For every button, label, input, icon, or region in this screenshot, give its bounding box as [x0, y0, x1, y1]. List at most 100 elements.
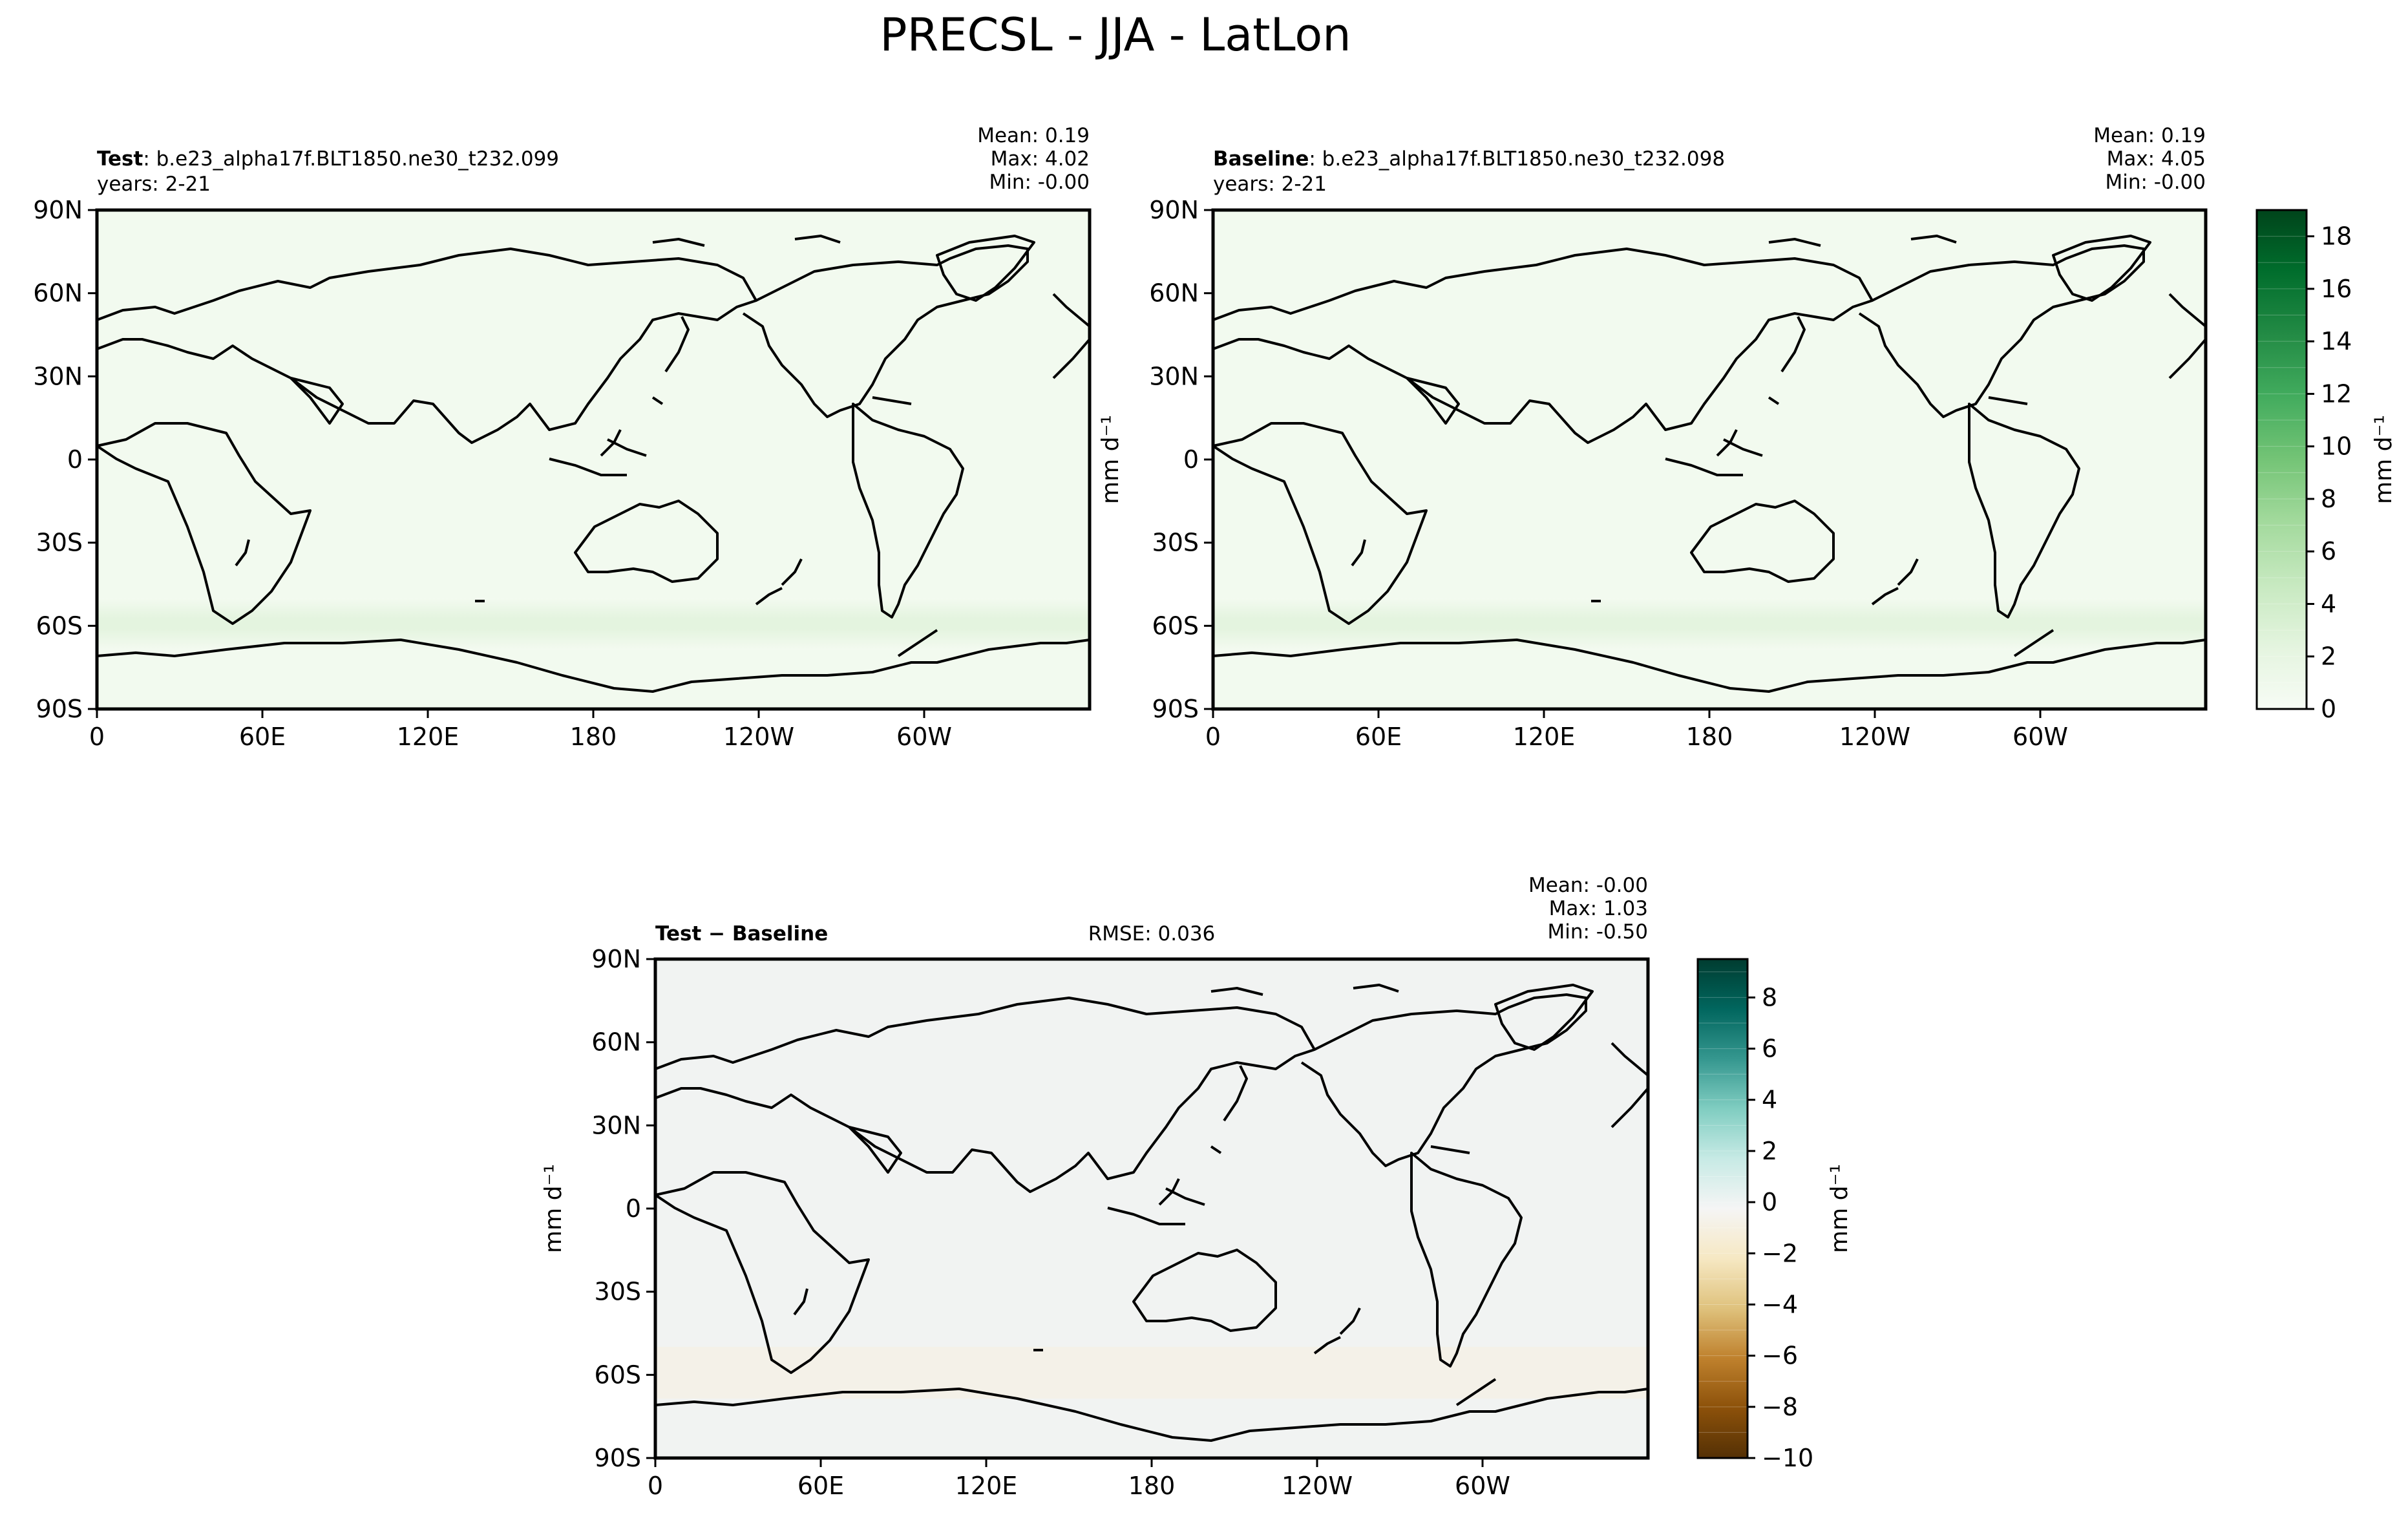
diff-x-tick-label: 60E	[797, 1472, 844, 1500]
test-panel	[95, 208, 1092, 711]
baseline-x-tick-label: 60W	[2012, 723, 2068, 751]
baseline-y-tick-label: 90S	[1152, 695, 1199, 723]
test-title: Test: b.e23_alpha17f.BLT1850.ne30_t232.0…	[97, 147, 559, 171]
baseline-y-tick-label: 30N	[1149, 362, 1199, 390]
diff-colorbar-tick-label: −2	[1762, 1239, 1798, 1267]
precip-colorbar-label: mm d⁻¹	[2371, 415, 2397, 504]
diff-colorbar-tick-label: 4	[1762, 1086, 1777, 1114]
diff-colorbar-tick-label: 2	[1762, 1137, 1777, 1165]
diff-colorbar: 8 6 4 2 0 −2 −4 −6 −8 −10 mm d⁻¹	[1696, 958, 1853, 1472]
precip-colorbar-tick-label: 6	[2321, 537, 2336, 565]
baseline-x-tick-label: 120E	[1513, 723, 1576, 751]
diff-x-tick-label: 180	[1128, 1472, 1176, 1500]
test-x-tick-label: 60E	[239, 723, 286, 751]
diff-y-tick-label: 60S	[595, 1360, 641, 1389]
precip-colorbar-tick-label: 0	[2321, 695, 2336, 723]
diff-title: Test − Baseline	[655, 922, 828, 946]
test-y-ticks: 90N 60N 30N 0 30S 60S 90S	[33, 196, 97, 723]
baseline-x-tick-label: 0	[1205, 723, 1221, 751]
diff-rmse: RMSE: 0.036	[1088, 922, 1216, 946]
diff-colorbar-tick-label: −8	[1762, 1393, 1798, 1421]
test-x-tick-label: 120E	[397, 723, 459, 751]
diff-x-tick-label: 60W	[1455, 1472, 1510, 1500]
test-y-tick-label: 60S	[36, 611, 83, 640]
diff-colorbar-ticks: 8 6 4 2 0 −2 −4 −6 −8 −10	[1748, 983, 1813, 1472]
baseline-title: Baseline: b.e23_alpha17f.BLT1850.ne30_t2…	[1213, 147, 1725, 171]
diff-coastlines	[654, 984, 1649, 1442]
diff-y-tick-label: 90S	[595, 1444, 641, 1472]
baseline-x-ticks: 0 60E 120E 180 120W 60W	[1205, 709, 2068, 751]
diff-stat-max: Max: 1.03	[1549, 897, 1648, 920]
diff-colorbar-tick-label: 8	[1762, 983, 1777, 1011]
test-x-tick-label: 60W	[896, 723, 952, 751]
diff-x-tick-label: 120E	[955, 1472, 1018, 1500]
precip-colorbar: 0 2 4 6 8 10 12 14 16 18 mm d⁻¹	[2255, 209, 2397, 723]
diff-y-tick-label: 30S	[595, 1278, 641, 1306]
baseline-stat-mean: Mean: 0.19	[2093, 124, 2206, 147]
diff-colorbar-tick-label: −6	[1762, 1342, 1798, 1370]
diff-y-tick-label: 90N	[591, 945, 641, 973]
test-y-tick-label: 60N	[33, 279, 83, 308]
diff-colorbar-label: mm d⁻¹	[1826, 1164, 1853, 1253]
test-map-southern-band	[97, 598, 1090, 650]
test-x-tick-label: 0	[89, 723, 105, 751]
precip-colorbar-ticks: 0 2 4 6 8 10 12 14 16 18	[2307, 222, 2352, 723]
baseline-coastlines-shape	[1212, 235, 2207, 693]
baseline-stat-max: Max: 4.05	[2107, 147, 2206, 171]
baseline-title-rest: : b.e23_alpha17f.BLT1850.ne30_t232.098	[1309, 147, 1725, 171]
test-y-tick-label: 30S	[36, 529, 83, 557]
diff-colorbar-tick-label: −4	[1762, 1290, 1798, 1318]
baseline-y-tick-label: 30S	[1152, 529, 1199, 557]
baseline-map-southern-band	[1213, 598, 2206, 650]
diff-x-ticks: 0 60E 120E 180 120W 60W	[648, 1458, 1510, 1500]
test-y-tick-label: 90S	[36, 695, 83, 723]
diff-map-southern-band	[655, 1347, 1648, 1399]
diff-y-tick-label: 0	[626, 1194, 641, 1223]
precip-colorbar-tick-label: 10	[2321, 432, 2352, 461]
precip-colorbar-tick-label: 12	[2321, 379, 2352, 408]
test-y-tick-label: 90N	[33, 196, 83, 224]
diff-colorbar-tick-label: 0	[1762, 1188, 1777, 1216]
precip-colorbar-bands	[2257, 236, 2307, 683]
precip-colorbar-tick-label: 8	[2321, 485, 2336, 513]
test-subtitle: years: 2-21	[97, 173, 211, 196]
figure-title: PRECSL - JJA - LatLon	[880, 8, 1351, 61]
diff-x-tick-label: 120W	[1282, 1472, 1353, 1500]
test-x-ticks: 0 60E 120E 180 120W 60W	[89, 709, 952, 751]
diff-y-tick-label: 30N	[591, 1111, 641, 1139]
diff-stat-mean: Mean: -0.00	[1528, 874, 1648, 897]
precip-colorbar-fill	[2257, 210, 2307, 709]
baseline-panel-ylabel: mm d⁻¹	[1097, 415, 1124, 504]
precip-colorbar-tick-label: 18	[2321, 222, 2352, 251]
baseline-stat-min: Min: -0.00	[2105, 171, 2206, 194]
test-x-tick-label: 180	[570, 723, 617, 751]
diff-colorbar-frame	[1696, 958, 1749, 1459]
test-coastlines	[96, 235, 1091, 693]
diff-ylabel: mm d⁻¹	[540, 1164, 567, 1253]
test-stat-min: Min: -0.00	[989, 171, 1090, 194]
test-title-bold: Test	[97, 147, 143, 171]
baseline-panel	[1211, 208, 2208, 711]
test-stat-max: Max: 4.02	[991, 147, 1090, 171]
baseline-x-tick-label: 120W	[1839, 723, 1910, 751]
test-title-rest: : b.e23_alpha17f.BLT1850.ne30_t232.099	[143, 147, 559, 171]
diff-y-ticks: 90N 60N 30N 0 30S 60S 90S	[591, 945, 655, 1472]
baseline-x-tick-label: 180	[1686, 723, 1733, 751]
diff-colorbar-bands	[1698, 971, 1748, 1433]
diff-stat-min: Min: -0.50	[1547, 920, 1648, 944]
baseline-title-bold: Baseline	[1213, 147, 1309, 171]
diff-y-tick-label: 60N	[591, 1028, 641, 1057]
test-stat-mean: Mean: 0.19	[977, 124, 1090, 147]
baseline-y-tick-label: 60S	[1152, 611, 1199, 640]
precip-colorbar-tick-label: 14	[2321, 327, 2352, 355]
diff-x-tick-label: 0	[648, 1472, 663, 1500]
precip-colorbar-tick-label: 2	[2321, 642, 2336, 671]
precip-colorbar-frame	[2255, 209, 2308, 710]
precip-colorbar-tick-label: 16	[2321, 275, 2352, 303]
diff-panel	[653, 957, 1650, 1460]
test-y-tick-label: 30N	[33, 362, 83, 390]
precip-colorbar-tick-label: 4	[2321, 589, 2336, 618]
baseline-x-tick-label: 60E	[1355, 723, 1402, 751]
test-y-tick-label: 0	[67, 445, 83, 474]
